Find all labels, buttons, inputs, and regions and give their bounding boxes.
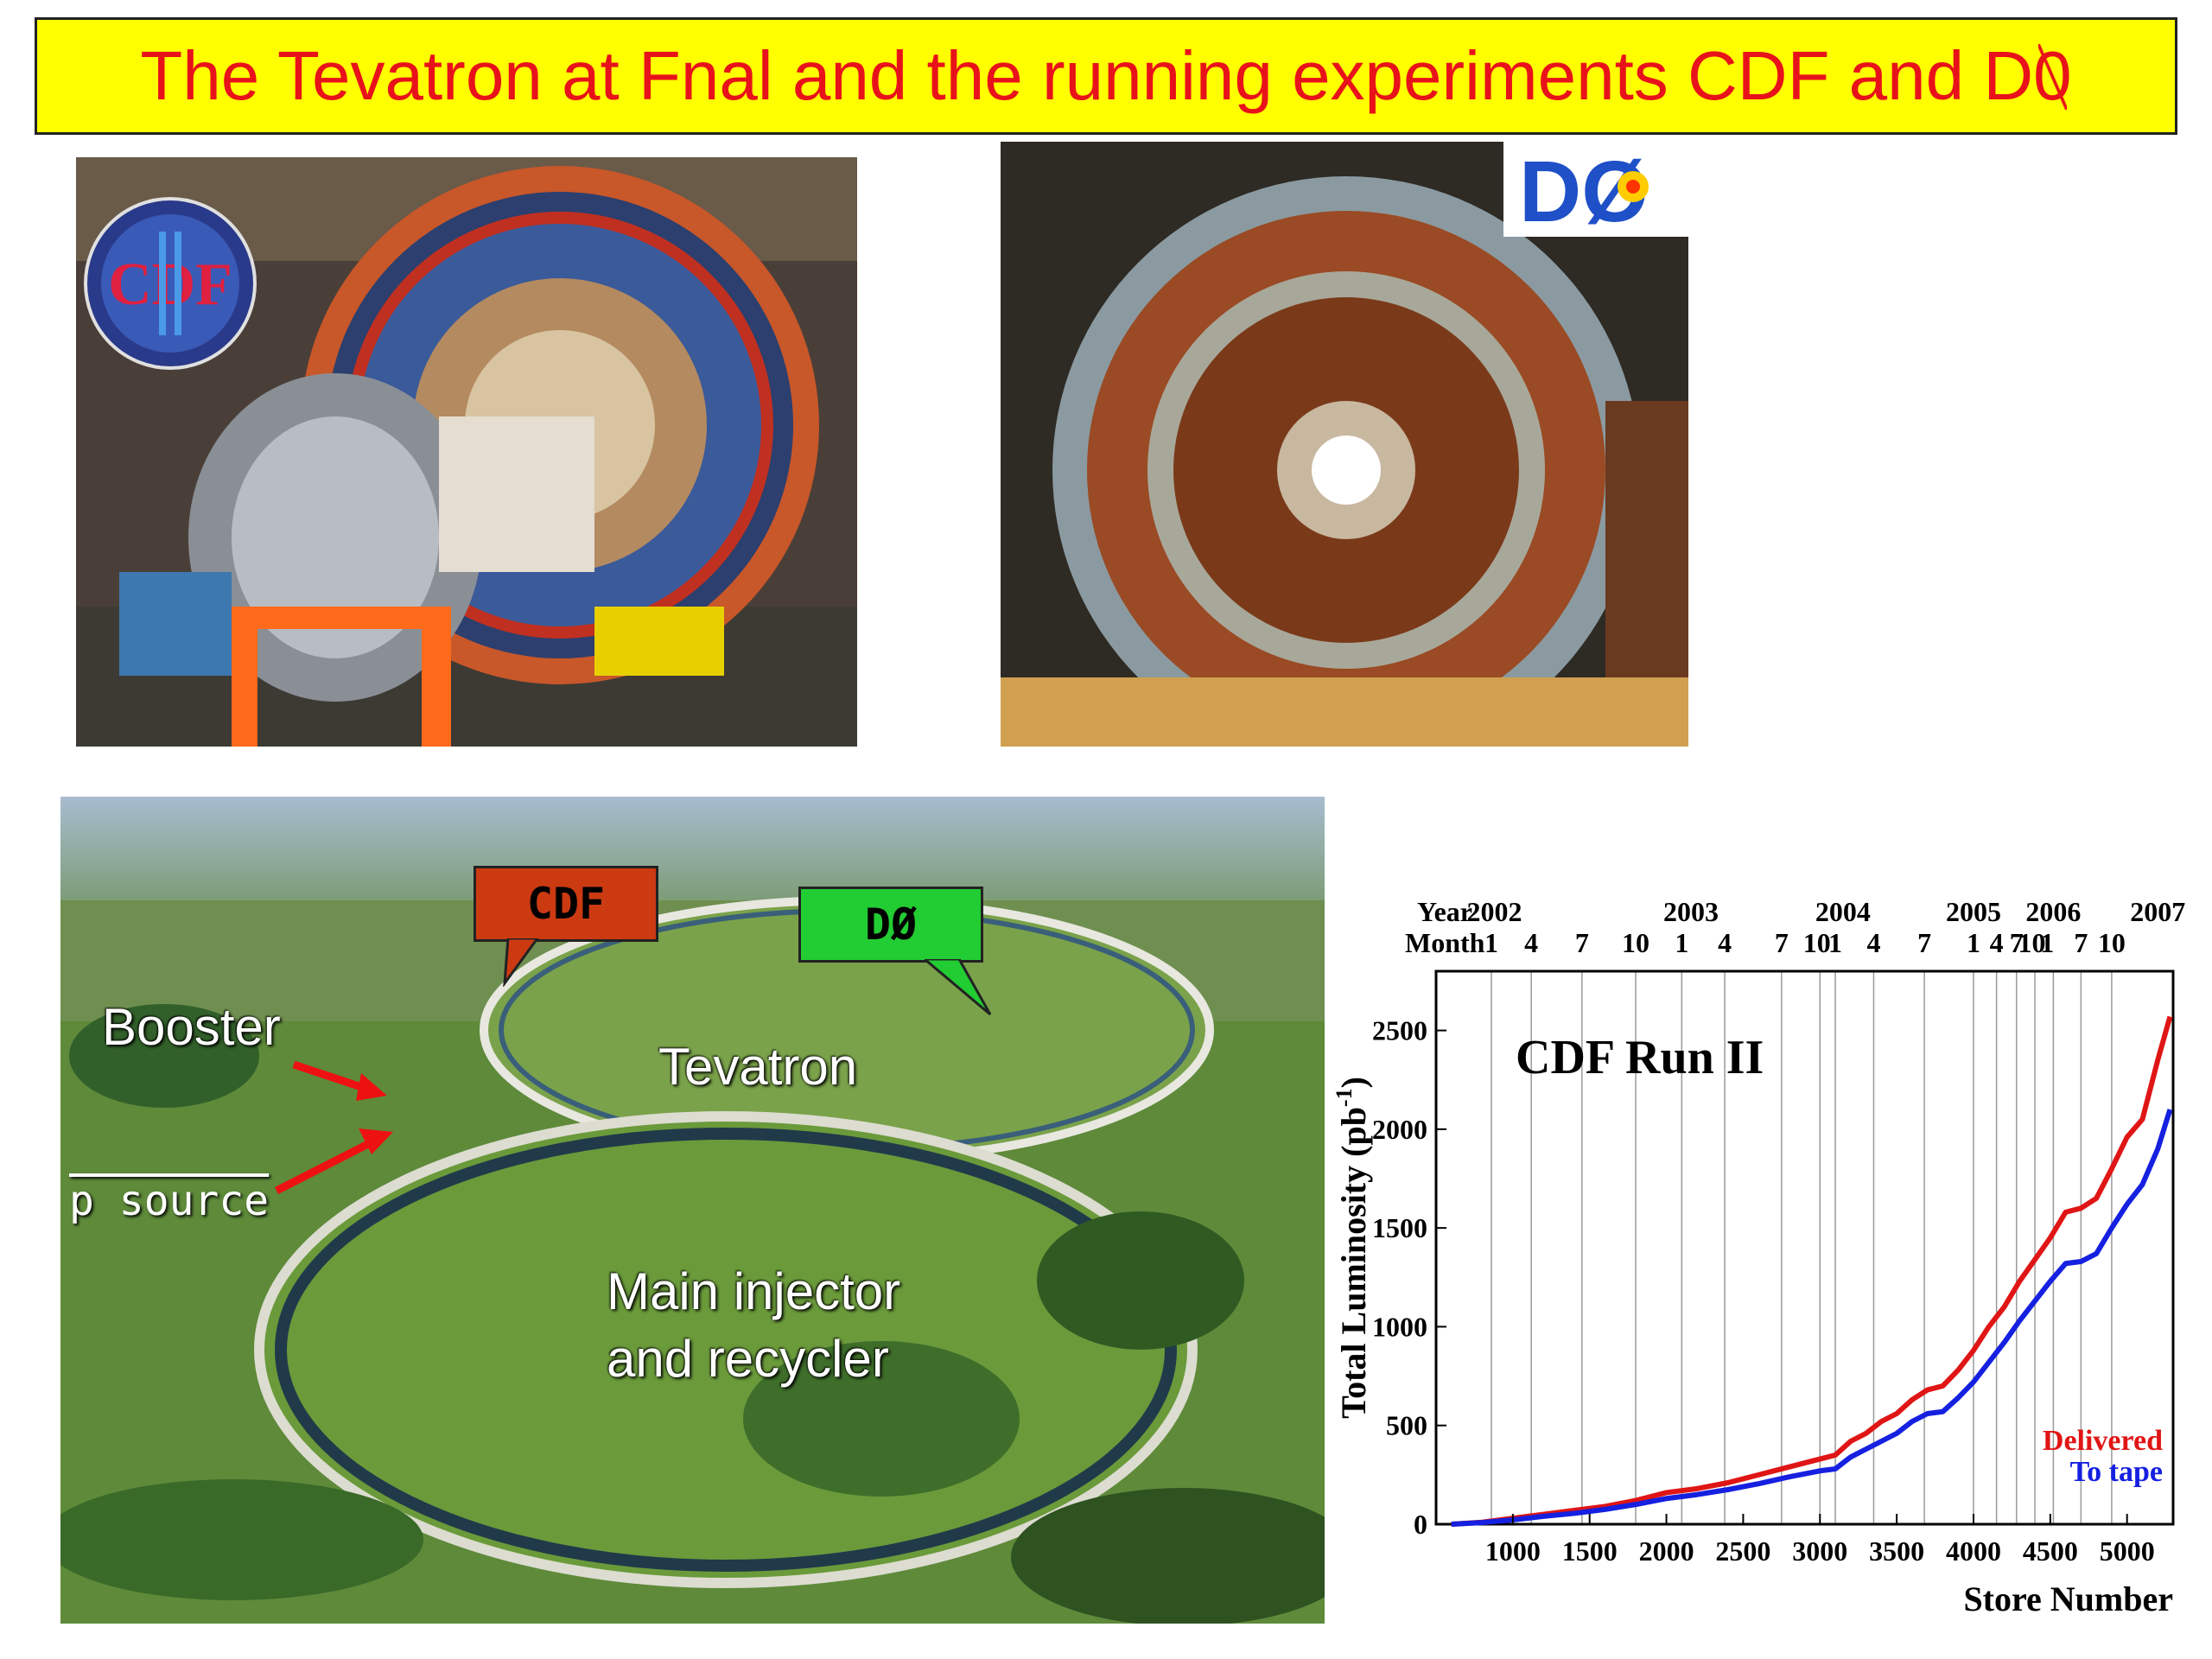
x-tick-label-2: 2000 — [1639, 1535, 1694, 1567]
chart-ticks: 1000 1500 2000 2500 3000 3500 4000 4500 5000 0 500… — [1372, 1015, 2155, 1567]
month-label-8: 1 — [1828, 927, 1842, 958]
d0-callout-label: DØ — [864, 899, 918, 950]
year-label-0: 2002 — [1467, 896, 1522, 927]
month-label-5: 4 — [1718, 927, 1732, 958]
pbar-source-text: p source — [69, 1177, 270, 1225]
tevatron-label: Tevatron — [658, 1038, 858, 1096]
month-label-1: 4 — [1524, 927, 1538, 958]
cdf-logo-graphic: CDF — [84, 197, 257, 370]
month-label-14: 10 — [2018, 927, 2046, 958]
series-line-0 — [1451, 1015, 2173, 1527]
chart-y-label-sup: -1 — [1332, 1088, 1357, 1107]
chart-series — [1451, 1015, 2173, 1527]
year-label-1: 2003 — [1663, 896, 1719, 927]
chart-y-label-close: ) — [1334, 1077, 1373, 1088]
y-tick-label-3: 1500 — [1372, 1212, 1427, 1243]
booster-arrow — [292, 1060, 387, 1101]
y-tick-label-4: 2000 — [1372, 1114, 1427, 1145]
booster-label: Booster — [102, 998, 281, 1056]
x-tick-label-1: 1500 — [1562, 1535, 1618, 1567]
month-label-13: 7 — [2010, 927, 2024, 958]
d0-detector-photo: DØ — [1001, 142, 1688, 747]
chart-x-label: Store Number — [1963, 1580, 2173, 1618]
main-injector-label-line1: Main injector — [607, 1262, 901, 1320]
x-tick-label-6: 4000 — [1946, 1535, 2001, 1567]
x-tick-label-4: 3000 — [1792, 1535, 1847, 1567]
year-label-2: 2004 — [1815, 896, 1871, 927]
main-injector-label-line2: and recycler — [607, 1330, 889, 1388]
slide-title-last-char: 0 — [2033, 37, 2072, 114]
luminosity-chart: 1000 1500 2000 2500 3000 3500 4000 4500 5000 0 500… — [1331, 890, 2195, 1642]
month-axis-title: Month — [1405, 927, 1485, 958]
chart-y-label-main: Total Luminosity (pb — [1334, 1107, 1373, 1419]
month-label-12: 4 — [1990, 927, 2004, 958]
month-label-2: 7 — [1575, 927, 1589, 958]
month-label-6: 7 — [1775, 927, 1789, 958]
month-label-4: 1 — [1675, 927, 1688, 958]
d0-logo: DØ — [1503, 142, 1688, 240]
pointer-arrows — [274, 1060, 393, 1195]
y-tick-label-1: 500 — [1386, 1410, 1427, 1441]
x-tick-label-5: 3500 — [1869, 1535, 1924, 1567]
x-tick-label-3: 2500 — [1715, 1535, 1770, 1567]
svg-text:CDF: CDF — [108, 251, 232, 318]
cdf-callout: CDF — [474, 866, 658, 942]
month-label-11: 1 — [1967, 927, 1980, 958]
year-label-3: 2005 — [1946, 896, 2001, 927]
month-label-9: 4 — [1866, 927, 1880, 958]
month-label-7: 10 — [1803, 927, 1831, 958]
pbar-source-label: p source — [69, 1177, 269, 1225]
x-tick-label-7: 4500 — [2023, 1535, 2078, 1567]
month-label-3: 10 — [1622, 927, 1649, 958]
month-label-16: 7 — [2074, 927, 2088, 958]
slide-title-main: The Tevatron at Fnal and the running exp… — [140, 37, 2034, 114]
fermilab-aerial-photo: CDF DØ Booster Tevatron p source Main in… — [60, 797, 1325, 1624]
x-tick-label-0: 1000 — [1485, 1535, 1541, 1567]
year-label-4: 2006 — [2025, 896, 2081, 927]
y-tick-label-0: 0 — [1414, 1509, 1427, 1540]
y-tick-label-2: 1000 — [1372, 1311, 1427, 1342]
cdf-callout-label: CDF — [526, 879, 606, 929]
chart-gridlines — [1491, 971, 2113, 1524]
year-label-5: 2007 — [2130, 896, 2185, 927]
month-label-0: 1 — [1484, 927, 1498, 958]
title-banner: The Tevatron at Fnal and the running exp… — [35, 17, 2177, 135]
d0-callout-pointer — [925, 959, 992, 1016]
cdf-logo: CDF — [79, 197, 261, 374]
year-axis-title: Year — [1417, 896, 1472, 927]
month-label-15: 1 — [2040, 927, 2054, 958]
chart-y-label: Total Luminosity (pb-1) — [1332, 1077, 1373, 1419]
pbar-source-arrow — [274, 1128, 393, 1195]
x-tick-label-8: 5000 — [2100, 1535, 2155, 1567]
series-line-1 — [1451, 1109, 2173, 1527]
cdf-callout-pointer — [503, 938, 539, 987]
month-label-17: 10 — [2098, 927, 2126, 958]
d0-callout: DØ — [798, 887, 983, 963]
y-tick-label-5: 2500 — [1372, 1015, 1427, 1046]
chart-title: CDF Run II — [1516, 1031, 1764, 1084]
month-label-10: 7 — [1917, 927, 1931, 958]
chart-plot-frame — [1434, 969, 2175, 1526]
slide-title: The Tevatron at Fnal and the running exp… — [140, 36, 2071, 116]
cdf-detector-photo: CDF — [76, 157, 857, 747]
legend-delivered: Delivered — [2043, 1425, 2163, 1457]
d0-logo-graphic: DØ — [1519, 143, 1649, 240]
chart-svg: 1000 1500 2000 2500 3000 3500 4000 4500 5000 0 500… — [1332, 896, 2185, 1618]
legend-to-tape: To tape — [2070, 1456, 2163, 1488]
